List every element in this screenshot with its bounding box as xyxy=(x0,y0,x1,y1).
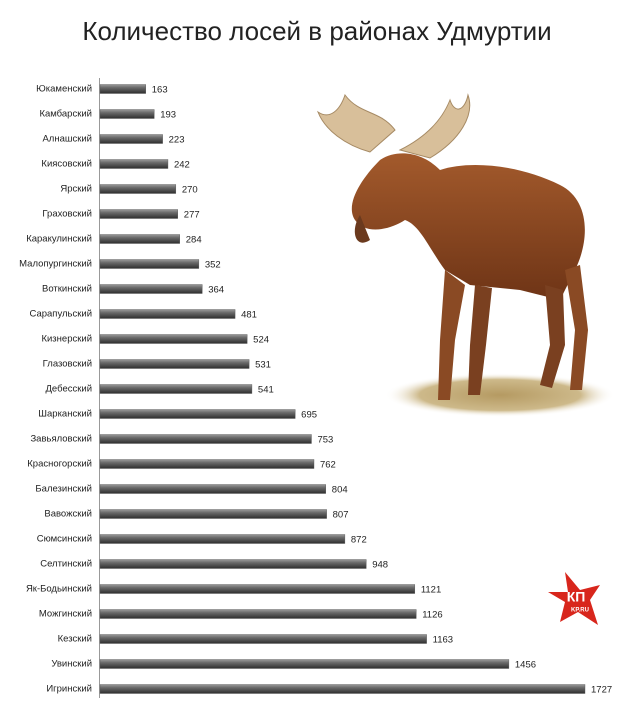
bar xyxy=(99,434,312,444)
bar xyxy=(99,309,236,319)
bar xyxy=(99,509,327,519)
y-tick-label: Як-Бодьинский xyxy=(26,584,92,595)
y-tick-label: Балезинский xyxy=(35,484,92,495)
y-tick-label: Камбарский xyxy=(39,109,92,120)
value-label: 223 xyxy=(169,135,185,146)
bar xyxy=(99,459,315,469)
value-label: 695 xyxy=(301,410,317,421)
y-tick-label: Дебесский xyxy=(46,384,93,395)
value-label: 242 xyxy=(174,160,190,171)
chart-title: Количество лосей в районах Удмуртии xyxy=(82,16,551,46)
logo-text: КП xyxy=(567,589,586,605)
y-tick-label: Каракулинский xyxy=(26,234,92,245)
bar xyxy=(99,484,326,494)
bar xyxy=(99,384,253,394)
y-tick-label: Кезский xyxy=(58,634,92,645)
value-label: 193 xyxy=(160,110,176,121)
value-label: 277 xyxy=(184,210,200,221)
moose-illustration xyxy=(316,93,615,417)
bar xyxy=(99,134,163,144)
bar xyxy=(99,359,250,369)
logo-subtext: KP.RU xyxy=(571,608,589,614)
value-label: 1456 xyxy=(515,660,536,671)
y-tick-label: Можгинский xyxy=(39,609,92,620)
value-label: 762 xyxy=(320,460,336,471)
bar xyxy=(99,634,427,644)
bar xyxy=(99,109,155,119)
value-label: 481 xyxy=(241,310,257,321)
kp-logo: КП KP.RU xyxy=(548,572,600,625)
value-label: 270 xyxy=(182,185,198,196)
bar xyxy=(99,184,177,194)
y-tick-label: Селтинский xyxy=(40,559,92,570)
y-tick-label: Завьяловский xyxy=(30,434,92,445)
bar xyxy=(99,234,180,244)
bar xyxy=(99,334,248,344)
value-label: 948 xyxy=(372,560,388,571)
bar xyxy=(99,659,510,669)
value-label: 352 xyxy=(205,260,221,271)
value-label: 1121 xyxy=(421,585,441,596)
value-label: 804 xyxy=(332,485,348,496)
y-tick-label: Кизнерский xyxy=(41,334,92,345)
value-label: 364 xyxy=(208,285,224,296)
y-tick-label: Юкаменский xyxy=(36,84,92,95)
bar xyxy=(99,259,200,269)
bar xyxy=(99,534,346,544)
bar xyxy=(99,84,146,94)
value-label: 541 xyxy=(258,385,274,396)
y-tick-label: Шарканский xyxy=(38,409,92,420)
bar xyxy=(99,684,586,694)
y-tick-label: Граховский xyxy=(42,209,92,220)
bar xyxy=(99,284,203,294)
bar xyxy=(99,559,367,569)
value-label: 284 xyxy=(186,235,202,246)
value-label: 163 xyxy=(152,85,168,96)
y-tick-label: Красногорский xyxy=(27,459,92,470)
y-tick-label: Малопургинский xyxy=(19,259,92,270)
y-tick-label: Алнашский xyxy=(42,134,92,145)
value-label: 807 xyxy=(333,510,349,521)
y-tick-label: Увинский xyxy=(51,659,92,670)
y-tick-label: Ярский xyxy=(60,184,92,195)
y-tick-label: Киясовский xyxy=(41,159,92,170)
value-label: 531 xyxy=(255,360,271,371)
value-label: 524 xyxy=(253,335,269,346)
bar xyxy=(99,209,178,219)
y-tick-label: Глазовский xyxy=(43,359,92,370)
value-label: 872 xyxy=(351,535,367,546)
bar xyxy=(99,609,417,619)
y-tick-label: Сюмсинский xyxy=(37,534,92,545)
y-tick-label: Воткинский xyxy=(42,284,92,295)
value-label: 1163 xyxy=(433,635,453,646)
value-label: 1126 xyxy=(422,610,442,621)
bar xyxy=(99,159,169,169)
value-label: 1727 xyxy=(591,685,612,696)
y-tick-label: Сарапульский xyxy=(29,309,92,320)
y-tick-label: Вавожский xyxy=(44,509,92,520)
bar xyxy=(99,409,296,419)
bar xyxy=(99,584,416,594)
value-label: 753 xyxy=(317,435,333,446)
y-tick-label: Игринский xyxy=(46,684,92,695)
